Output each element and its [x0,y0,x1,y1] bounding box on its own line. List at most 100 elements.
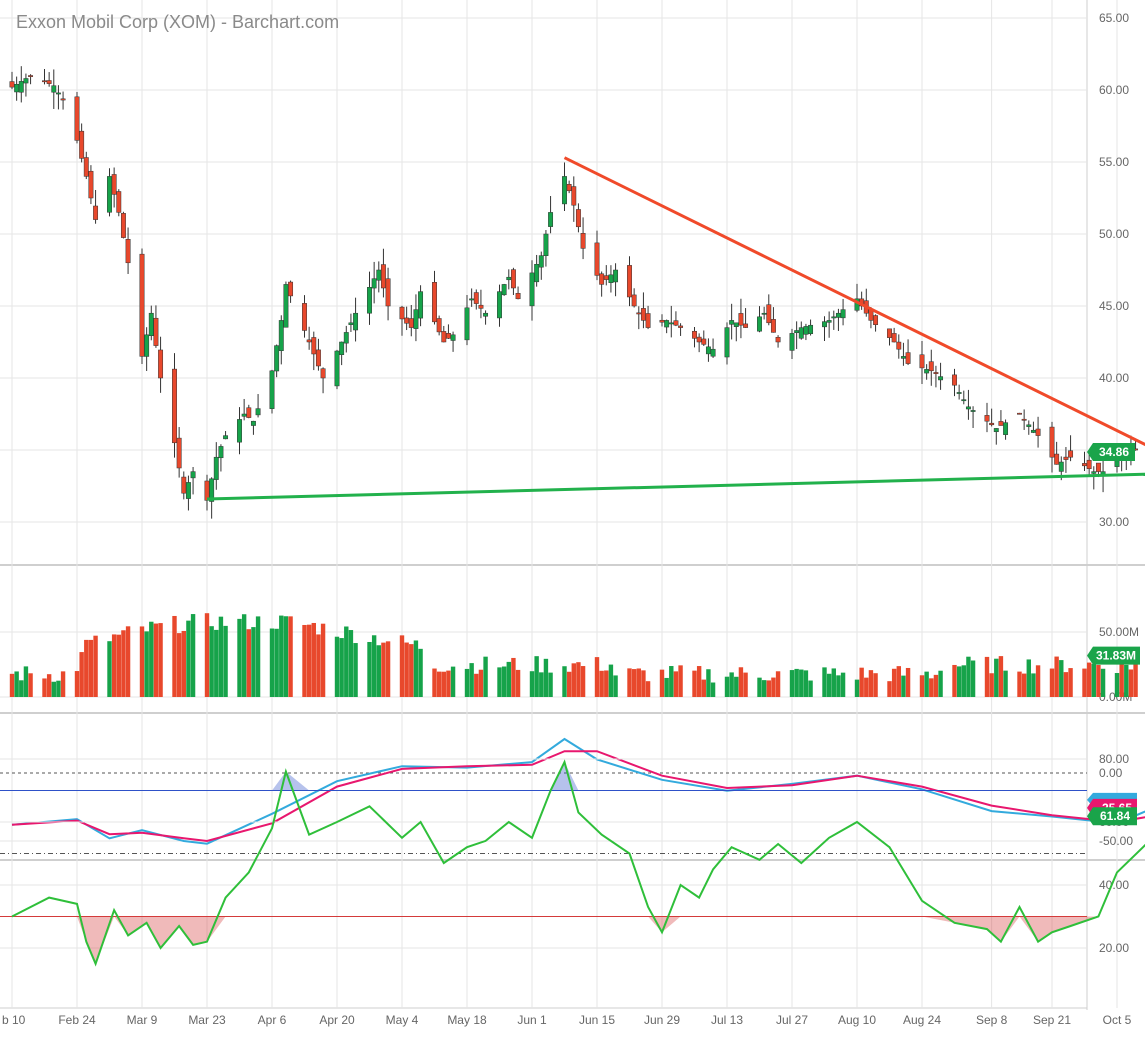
volume-bar [24,666,28,697]
volume-bar [19,680,23,697]
price-candle [762,313,766,314]
price-candle [966,407,970,409]
price-candle [251,421,255,425]
volume-bar [530,671,534,697]
price-candle [223,436,227,439]
price-candle [957,392,961,393]
volume-bar [534,656,538,697]
price-candle [437,318,441,331]
volume-bar [61,671,65,697]
volume-bar [177,633,181,697]
price-candle [154,318,158,345]
price-candle [562,176,566,204]
volume-bar [279,616,283,697]
price-candle [920,355,924,368]
volume-bar [739,667,743,697]
volume-bar [256,616,260,697]
price-candle [734,323,738,327]
price-candle [790,333,794,350]
volume-bar [1133,664,1137,697]
price-candle [544,234,548,256]
volume-bar [446,671,450,697]
price-candle [349,323,353,325]
volume-bar [674,671,678,697]
price-candle [321,369,325,378]
volume-bar [432,669,436,697]
volume-bar [706,669,710,697]
price-candle [1087,460,1091,469]
price-candle [609,275,613,283]
volume-bar [483,657,487,697]
volume-bar [274,629,278,697]
price-candle [451,335,455,341]
volume-bar [581,666,585,697]
price-candle [776,337,780,342]
chart-title: Exxon Mobil Corp (XOM) - Barchart.com [16,12,339,33]
price-candle [1050,427,1054,457]
volume-bar [93,636,97,697]
price-candle [158,350,162,378]
volume-bar [539,672,543,697]
volume-bar [10,674,14,697]
volume-bar [966,657,970,697]
volume-bar [404,643,408,697]
price-tick-label: 55.00 [1099,155,1129,169]
price-candle [75,97,79,141]
volume-bar [957,666,961,697]
x-tick-label: Aug 10 [838,1013,876,1027]
price-candle [474,293,478,304]
price-candle [237,419,241,442]
price-candle [191,472,195,478]
volume-bar [140,626,144,697]
volume-bar [89,640,93,697]
price-candle [1054,454,1058,464]
price-candle [757,317,761,331]
volume-bar [1064,672,1068,697]
volume-bar [702,680,706,697]
price-candle [971,410,975,411]
price-candle [367,287,371,313]
price-candle [1022,419,1026,420]
price-candle [172,369,176,443]
price-candle [999,421,1003,425]
volume-bar [186,621,190,697]
volume-bar [172,616,176,697]
volume-bar [962,665,966,697]
price-candle [186,482,190,498]
volume-bar [209,626,213,697]
price-candle [386,279,390,306]
volume-bar [887,681,891,697]
price-candle [409,319,413,328]
volume-bar [994,659,998,697]
price-candle [284,284,288,327]
volume-bar [372,635,376,697]
volume-bar [734,677,738,697]
price-candle [646,313,650,327]
volume-bar [1129,669,1133,697]
price-candle [1064,457,1068,460]
price-candle [664,320,668,327]
volume-bar [367,642,371,697]
volume-bar [75,671,79,697]
price-candle [822,322,826,327]
volume-bar [242,614,246,697]
volume-bar [711,683,715,697]
volume-bar [901,676,905,697]
price-candle [804,326,808,334]
price-candle [497,292,501,318]
macd-tick-label: -50.00 [1099,834,1133,848]
volume-bar [864,678,868,697]
volume-bar [595,657,599,697]
price-candle [89,171,93,198]
price-candle [924,369,928,373]
volume-bar [822,667,826,697]
volume-bar [205,613,209,697]
price-candle [632,295,636,306]
price-candle [771,319,775,332]
volume-bar [646,681,650,697]
price-candle [270,371,274,409]
price-candle [316,350,320,366]
volume-bar [897,666,901,697]
volume-bar [117,635,121,697]
